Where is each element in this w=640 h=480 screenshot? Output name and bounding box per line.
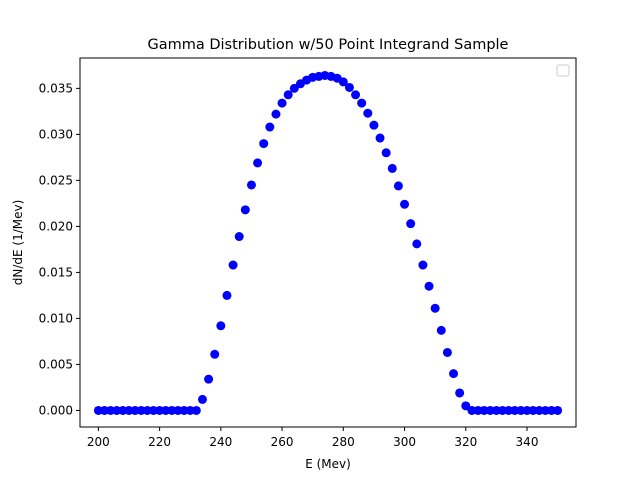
data-point (553, 405, 563, 415)
x-tick-label: 320 (454, 435, 477, 449)
data-point (228, 260, 238, 270)
y-axis-label: dN/dE (1/Mev) (11, 200, 25, 286)
x-axis-label: E (Mev) (305, 457, 351, 471)
data-point (442, 347, 452, 357)
data-point (197, 394, 207, 404)
data-point (210, 349, 220, 359)
y-tick-label: 0.020 (39, 219, 73, 233)
x-tick-label: 260 (271, 435, 294, 449)
data-point (234, 232, 244, 242)
x-tick-label: 280 (332, 435, 355, 449)
data-point (351, 90, 361, 100)
plot-frame (79, 57, 577, 428)
y-tick-label: 0.010 (39, 311, 73, 325)
data-point (436, 325, 446, 335)
data-point (271, 109, 281, 119)
data-point (240, 205, 250, 215)
data-point (338, 77, 348, 87)
y-tick-label: 0.030 (39, 127, 73, 141)
data-point (369, 120, 379, 130)
data-point (381, 148, 391, 158)
y-tick-label: 0.005 (39, 357, 73, 371)
data-point (344, 82, 354, 92)
x-tick-label: 200 (87, 435, 110, 449)
data-point (222, 290, 232, 300)
data-point (357, 98, 367, 108)
data-point (283, 90, 293, 100)
x-tick-label: 220 (148, 435, 171, 449)
data-point (277, 98, 287, 108)
data-point (406, 219, 416, 229)
y-axis-ticks: 0.000 0.005 0.010 0.015 0.020 0.025 0.030 0.035 (39, 81, 80, 417)
data-point (418, 260, 428, 270)
y-tick-label: 0.025 (39, 173, 73, 187)
data-point (265, 122, 275, 132)
data-point (412, 239, 422, 249)
data-point (430, 303, 440, 313)
data-point (259, 139, 269, 149)
y-tick-label: 0.015 (39, 265, 73, 279)
x-tick-label: 300 (393, 435, 416, 449)
data-point (424, 281, 434, 291)
plot-area (80, 58, 576, 427)
data-point (461, 401, 471, 411)
data-point (393, 181, 403, 191)
legend-box (556, 64, 570, 77)
data-point (216, 321, 226, 331)
data-point (253, 158, 263, 168)
data-point (363, 108, 373, 118)
data-point (204, 374, 214, 384)
y-tick-label: 0.035 (39, 81, 73, 95)
data-point (387, 163, 397, 173)
data-point (191, 405, 201, 415)
y-tick-label: 0.000 (39, 403, 73, 417)
data-point (455, 388, 465, 398)
x-tick-label: 340 (516, 435, 539, 449)
chart-title: Gamma Distribution w/50 Point Integrand … (148, 37, 509, 53)
data-point (449, 369, 459, 379)
x-axis-ticks: 200 220 240 260 280 300 320 340 (87, 427, 539, 449)
data-point (375, 133, 385, 143)
data-points (93, 70, 563, 415)
x-tick-label: 240 (209, 435, 232, 449)
data-point (400, 199, 410, 209)
data-point (289, 83, 299, 93)
data-point (246, 180, 256, 190)
